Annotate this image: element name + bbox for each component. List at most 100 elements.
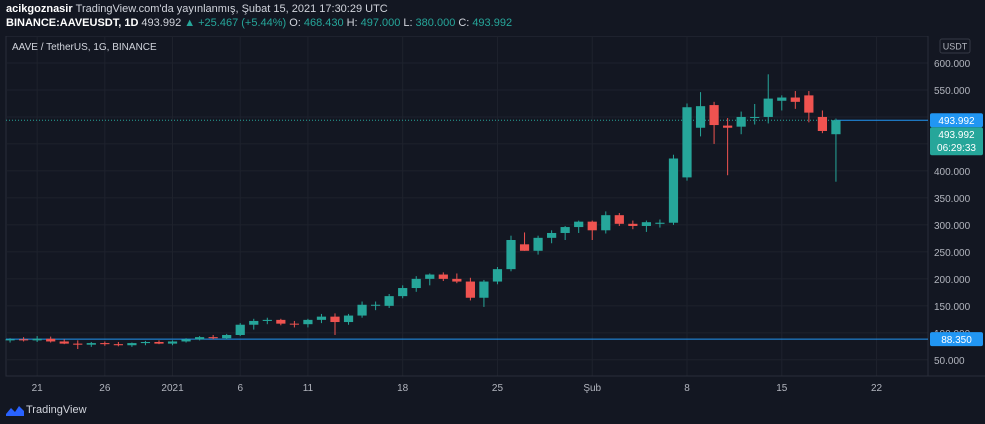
close-value: 493.992	[472, 17, 513, 29]
candle-body	[303, 319, 313, 325]
candle-body	[32, 338, 42, 341]
candle-body	[181, 339, 191, 342]
x-tick-label: 18	[397, 383, 409, 394]
brand-name[interactable]: TradingView	[26, 404, 87, 416]
x-tick-label: 6	[237, 383, 243, 394]
candle-body	[601, 215, 611, 231]
candle-body	[479, 281, 489, 298]
candle-body	[723, 125, 733, 128]
high-value: 497.000	[360, 17, 401, 29]
symbol-info: BINANCE:AAVEUSDT, 1D 493.992 ▲ +25.467 (+5…	[6, 17, 515, 29]
candle-body	[113, 344, 123, 346]
candle-body	[628, 223, 638, 226]
chart-title: AAVE / TetherUS, 1G, BINANCE	[12, 42, 157, 53]
candle-body	[560, 227, 570, 233]
currency-label: USDT	[943, 42, 968, 52]
price-line-tag-label: 88.350	[941, 335, 972, 346]
y-tick-label: 150.000	[934, 302, 971, 313]
candle-body	[587, 221, 597, 231]
candle-body	[73, 343, 83, 345]
close-label: C:	[458, 17, 470, 29]
x-tick-label: 15	[776, 383, 788, 394]
x-tick-label: 26	[99, 383, 111, 394]
candle-body	[316, 316, 327, 320]
candle-body	[465, 281, 475, 298]
candle-body	[777, 97, 787, 101]
candle-body	[425, 274, 435, 279]
author-name[interactable]: acikgoznasir	[6, 3, 73, 15]
x-tick-label: 2021	[161, 383, 184, 394]
publish-info: acikgoznasir TradingView.com'da yayınlanm…	[6, 3, 388, 15]
candle-body	[492, 269, 503, 282]
candle-body	[289, 323, 299, 325]
symbol-name: BINANCE:AAVEUSDT, 1D	[6, 17, 139, 29]
low-value: 380.000	[415, 17, 456, 29]
candlestick-chart[interactable]: 50.000100.000150.000200.000250.000300.00…	[0, 36, 985, 398]
candle-body	[695, 106, 706, 128]
candle-body	[614, 215, 624, 224]
candle-body	[817, 116, 827, 131]
tradingview-logo-icon[interactable]	[6, 404, 24, 416]
candle-body	[140, 342, 151, 344]
candle-body	[235, 324, 245, 335]
y-tick-label: 600.000	[934, 59, 971, 70]
last-price-tag-label: 493.992	[938, 130, 975, 141]
candle-body	[59, 341, 69, 344]
currency-box	[939, 38, 971, 54]
candle-body	[519, 244, 530, 251]
candle-body	[452, 278, 462, 282]
candle-body	[641, 222, 651, 226]
candle-body	[655, 222, 665, 224]
price-line-tag-label: 493.992	[938, 116, 975, 127]
last-price: 493.992	[141, 17, 182, 29]
candle-body	[330, 316, 340, 323]
y-tick-label: 250.000	[934, 248, 971, 259]
candle-body	[357, 304, 367, 316]
candle-body	[709, 105, 719, 126]
x-tick-label: Şub	[583, 383, 601, 394]
y-tick-label: 300.000	[934, 221, 971, 232]
candle-body	[154, 342, 164, 344]
y-tick-label: 550.000	[934, 86, 971, 97]
high-label: H:	[346, 17, 358, 29]
candle-body	[167, 341, 178, 344]
chart-header: acikgoznasir TradingView.com'da yayınlanm…	[0, 0, 985, 36]
candle-body	[411, 278, 421, 289]
candle-body	[574, 221, 584, 228]
price-line-tag	[930, 332, 983, 347]
candle-body	[46, 338, 56, 342]
candle-body	[100, 343, 110, 345]
candle-body	[195, 337, 205, 340]
candle-body	[668, 158, 679, 223]
candle-body	[682, 107, 692, 178]
candle-body	[763, 98, 773, 117]
candle-body	[276, 319, 286, 324]
candle-body	[208, 337, 218, 339]
x-tick-label: 21	[32, 383, 44, 394]
low-label: L:	[403, 17, 413, 29]
candle-body	[547, 232, 557, 238]
publish-date: TradingView.com'da yayınlanmış, Şubat 15…	[75, 3, 388, 15]
x-tick-label: 25	[492, 383, 504, 394]
candle-body	[343, 315, 354, 323]
candle-body	[750, 116, 760, 118]
candle-body	[262, 319, 272, 321]
candle-body	[371, 304, 381, 306]
open-value: 468.430	[303, 17, 344, 29]
candle-body	[831, 120, 841, 135]
candle-body	[804, 95, 814, 113]
price-line-tag	[930, 113, 983, 128]
open-label: O:	[289, 17, 301, 29]
y-tick-label: 200.000	[934, 275, 971, 286]
candle-body	[790, 97, 800, 102]
candle-body	[249, 320, 259, 325]
footer: TradingView	[0, 398, 985, 424]
plot-area	[5, 36, 929, 377]
x-tick-label: 8	[684, 383, 690, 394]
candle-body	[127, 343, 137, 346]
candle-body	[5, 339, 15, 341]
candle-body	[438, 274, 448, 279]
candle-body	[736, 116, 746, 127]
y-tick-label: 350.000	[934, 194, 971, 205]
candle-body	[533, 237, 543, 251]
